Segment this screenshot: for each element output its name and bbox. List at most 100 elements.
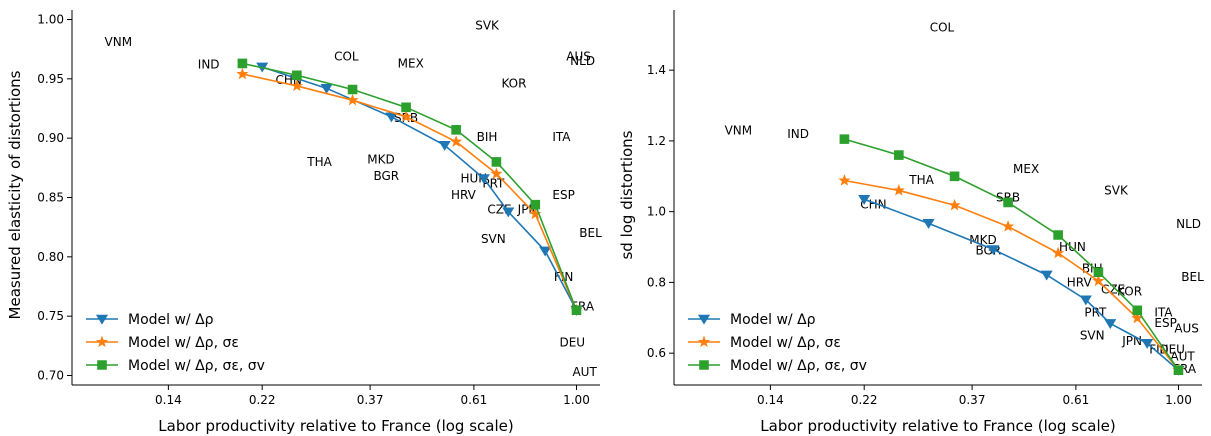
x-tick-label: 0.22 — [249, 393, 276, 407]
country-label: IND — [787, 127, 809, 141]
country-label: MKD — [969, 233, 996, 247]
right-plot-area: 0.14 0.22 0.37 0.61 1.00 0.6 0.8 1.0 1.2 1.4 COL VN… — [647, 10, 1204, 407]
legend-label: Model w/ Δρ — [128, 312, 214, 328]
legend-label: Model w/ Δρ, σε — [128, 335, 239, 351]
country-label: IND — [198, 58, 220, 72]
country-label: SRB — [996, 191, 1020, 205]
country-label: COL — [930, 21, 955, 35]
country-label: SVK — [1104, 183, 1129, 197]
country-label: SVK — [475, 18, 500, 32]
data-point — [838, 174, 851, 186]
legend-marker — [97, 360, 107, 370]
x-tick-label: 1.00 — [1165, 393, 1192, 407]
country-label: AUS — [566, 49, 591, 63]
series-line — [261, 66, 578, 311]
country-label: COL — [334, 49, 359, 63]
x-tick-label: 0.22 — [851, 393, 878, 407]
right-y-axis-label: sd log distortions — [618, 130, 636, 259]
country-label: MEX — [398, 56, 424, 70]
country-label: HUN — [1059, 240, 1086, 254]
country-label: NLD — [1176, 217, 1201, 231]
data-point — [1104, 319, 1117, 330]
data-point — [451, 125, 461, 135]
data-point — [1093, 267, 1104, 277]
country-label: MKD — [367, 153, 394, 167]
series-line — [844, 179, 1180, 371]
country-label: ESP — [1154, 316, 1176, 330]
y-tick-label: 0.85 — [37, 191, 64, 205]
legend-label: Model w/ Δρ, σε — [730, 335, 841, 351]
country-label: HRV — [451, 188, 477, 202]
data-point — [1092, 274, 1105, 287]
country-label: JPN — [1121, 334, 1142, 348]
legend-marker — [699, 360, 709, 370]
y-tick-label: 0.95 — [37, 72, 64, 86]
legend-marker — [697, 314, 711, 325]
country-label: PRT — [1084, 305, 1107, 319]
left-panel: Measured elasticity of distortions Labor… — [6, 10, 602, 435]
y-tick-label: 1.00 — [37, 12, 64, 26]
country-label: DEU — [559, 335, 585, 349]
country-label: VNM — [725, 123, 753, 137]
data-point — [530, 199, 541, 210]
country-label: CZE — [487, 202, 511, 216]
y-tick-label: 0.6 — [647, 346, 666, 360]
y-tick-label: 0.8 — [647, 275, 666, 289]
x-tick-label: 0.37 — [357, 393, 384, 407]
country-label: AUT — [1170, 350, 1195, 364]
data-point — [571, 305, 582, 316]
country-label: VNM — [105, 35, 133, 49]
data-point — [948, 198, 961, 211]
y-tick-label: 1.0 — [647, 205, 666, 219]
right-panel: sd log distortions Labor productivity re… — [618, 10, 1204, 435]
legend: Model w/ Δρ Model w/ Δρ, σε Model w/ Δρ, σ… — [86, 312, 265, 374]
data-point — [1040, 270, 1053, 281]
x-tick-label: 0.61 — [461, 393, 488, 407]
data-point — [400, 110, 413, 122]
y-tick-label: 0.75 — [37, 309, 64, 323]
series-line — [863, 198, 1180, 371]
data-point — [502, 207, 515, 218]
data-point — [1079, 295, 1092, 306]
data-point — [450, 135, 463, 147]
data-point — [477, 174, 490, 185]
left-x-axis-label: Labor productivity relative to France (l… — [158, 417, 513, 435]
country-label: THA — [306, 155, 332, 169]
y-tick-label: 0.90 — [37, 131, 64, 145]
country-label: MEX — [1013, 162, 1039, 176]
country-label: KOR — [1117, 284, 1142, 298]
data-point — [290, 79, 303, 92]
country-label: ITA — [1154, 305, 1173, 319]
data-point — [1003, 197, 1013, 208]
data-point — [320, 84, 333, 94]
country-label: AUT — [572, 365, 597, 379]
country-label: NLD — [570, 54, 595, 68]
data-point — [894, 150, 904, 160]
country-label: AUS — [1174, 321, 1199, 335]
data-point — [839, 134, 850, 144]
country-label: BEL — [579, 226, 602, 240]
series-line — [242, 62, 578, 311]
country-label: KOR — [501, 77, 526, 91]
data-point — [1053, 230, 1063, 240]
left-plot-area: 0.14 0.22 0.37 0.61 1.00 0.70 0.75 0.80 0.85 0.90… — [37, 10, 602, 407]
legend-label: Model w/ Δρ, σε, σv — [128, 358, 265, 374]
y-tick-label: 0.70 — [37, 369, 64, 383]
data-point — [529, 207, 542, 220]
left-y-axis-label: Measured elasticity of distortions — [6, 70, 24, 319]
data-point — [1132, 305, 1143, 316]
legend-marker — [697, 335, 711, 348]
country-label: BGR — [373, 169, 399, 183]
data-point — [892, 184, 905, 196]
data-point — [539, 246, 552, 257]
legend-marker — [95, 314, 109, 325]
series-line — [242, 73, 578, 311]
country-label: ITA — [552, 130, 571, 144]
data-point — [401, 102, 411, 113]
data-point — [987, 245, 1000, 256]
data-point — [1002, 220, 1015, 232]
x-tick-label: 0.37 — [959, 393, 986, 407]
data-point — [858, 194, 871, 205]
right-x-axis-label: Labor productivity relative to France (l… — [760, 417, 1115, 435]
